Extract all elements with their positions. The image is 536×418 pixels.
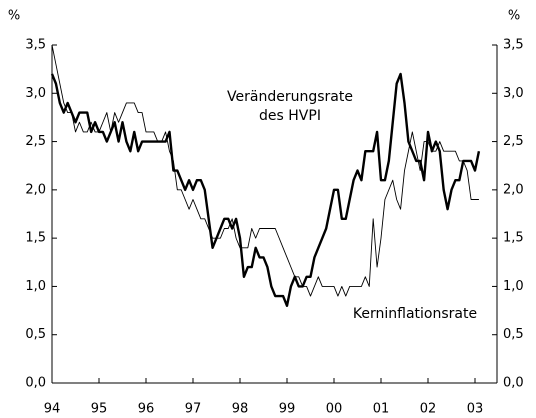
- series-label-text: Kerninflationsrate: [352, 306, 478, 322]
- y-tick-label: 0,5: [25, 327, 46, 342]
- y2-tick-label: 1,5: [503, 231, 524, 246]
- y2-tick-label: 3,5: [503, 38, 524, 53]
- y-tick-label: 3,5: [25, 38, 46, 53]
- y-unit: %: [8, 9, 20, 24]
- x-tick-label: 02: [420, 402, 437, 417]
- y-tick-label: 1,5: [25, 231, 46, 246]
- y-tick-label: 2,0: [25, 182, 46, 197]
- x-tick-label: 00: [326, 402, 343, 417]
- x-tick-label: 96: [138, 402, 155, 417]
- x-tick-label: 95: [91, 402, 108, 417]
- y2-unit: %: [508, 9, 520, 24]
- y-tick-label: 3,0: [25, 86, 46, 101]
- y-tick-label: 2,5: [25, 134, 46, 149]
- x-tick-label: 03: [467, 402, 484, 417]
- y-tick-label: 1,0: [25, 279, 46, 294]
- series-label: Kerninflationsrate: [352, 306, 478, 322]
- y2-tick-label: 0,5: [503, 327, 524, 342]
- x-tick-label: 01: [373, 402, 390, 417]
- series-line: [51, 44, 479, 297]
- x-tick-label: 98: [232, 402, 249, 417]
- y2-tick-label: 2,5: [503, 134, 524, 149]
- y-tick-label: 0,0: [25, 376, 46, 391]
- series-line: [50, 72, 481, 307]
- series-label-text: Veränderungsrate des HVPI: [227, 89, 353, 124]
- y2-tick-label: 0,0: [503, 376, 524, 391]
- x-tick-label: 97: [185, 402, 202, 417]
- x-tick-label: 94: [44, 402, 61, 417]
- y2-tick-label: 3,0: [503, 86, 524, 101]
- x-tick-label: 99: [279, 402, 296, 417]
- y2-tick-label: 1,0: [503, 279, 524, 294]
- series-label: Veränderungsrate des HVPI: [227, 89, 353, 124]
- y2-tick-label: 2,0: [503, 182, 524, 197]
